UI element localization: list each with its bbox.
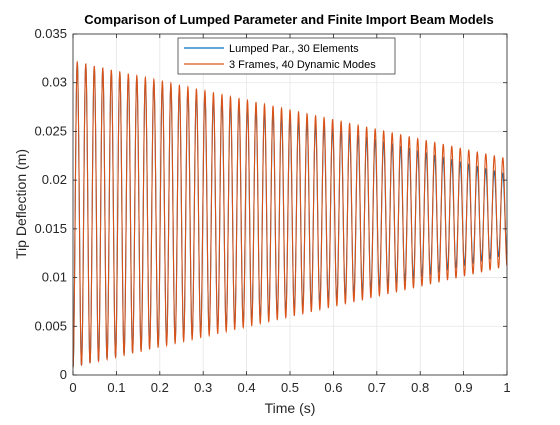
y-axis-label: Tip Deflection (m) [13,149,29,259]
x-tick-label: 0.6 [324,380,342,395]
x-tick-label: 0.1 [107,380,125,395]
y-tick-label: 0.02 [42,172,67,187]
x-tick-label: 0.8 [411,380,429,395]
legend-entry-0: Lumped Par., 30 Elements [229,43,359,55]
x-tick-label: 0.5 [281,380,299,395]
series-layer [72,60,508,368]
x-tick-label: 0.4 [238,380,256,395]
legend: Lumped Par., 30 Elements 3 Frames, 40 Dy… [177,37,396,75]
x-tick-label: 1 [503,380,510,395]
y-tick-label: 0.01 [42,270,67,285]
x-axis-label: Time (s) [265,400,316,416]
series-line-1 [72,60,508,368]
y-tick-label: 0.035 [34,26,67,41]
y-tick-label: 0.005 [34,318,67,333]
y-tick-label: 0 [60,367,67,382]
x-tick-label: 0.2 [151,380,169,395]
legend-entry-1: 3 Frames, 40 Dynamic Modes [229,59,376,71]
x-tick-label: 0.9 [455,380,473,395]
chart-title: Comparison of Lumped Parameter and Finit… [84,12,494,27]
ticks: 0 0.1 0.2 0.3 0.4 0.5 0.6 0.7 0.8 0.9 1 0 0.005 0.01 0… [34,26,510,395]
x-tick-label: 0.7 [368,380,386,395]
legend-box [177,37,396,75]
x-tick-label: 0.3 [194,380,212,395]
y-tick-label: 0.025 [34,123,67,138]
y-tick-label: 0.03 [42,75,67,90]
y-tick-label: 0.015 [34,221,67,236]
x-tick-label: 0 [69,380,76,395]
